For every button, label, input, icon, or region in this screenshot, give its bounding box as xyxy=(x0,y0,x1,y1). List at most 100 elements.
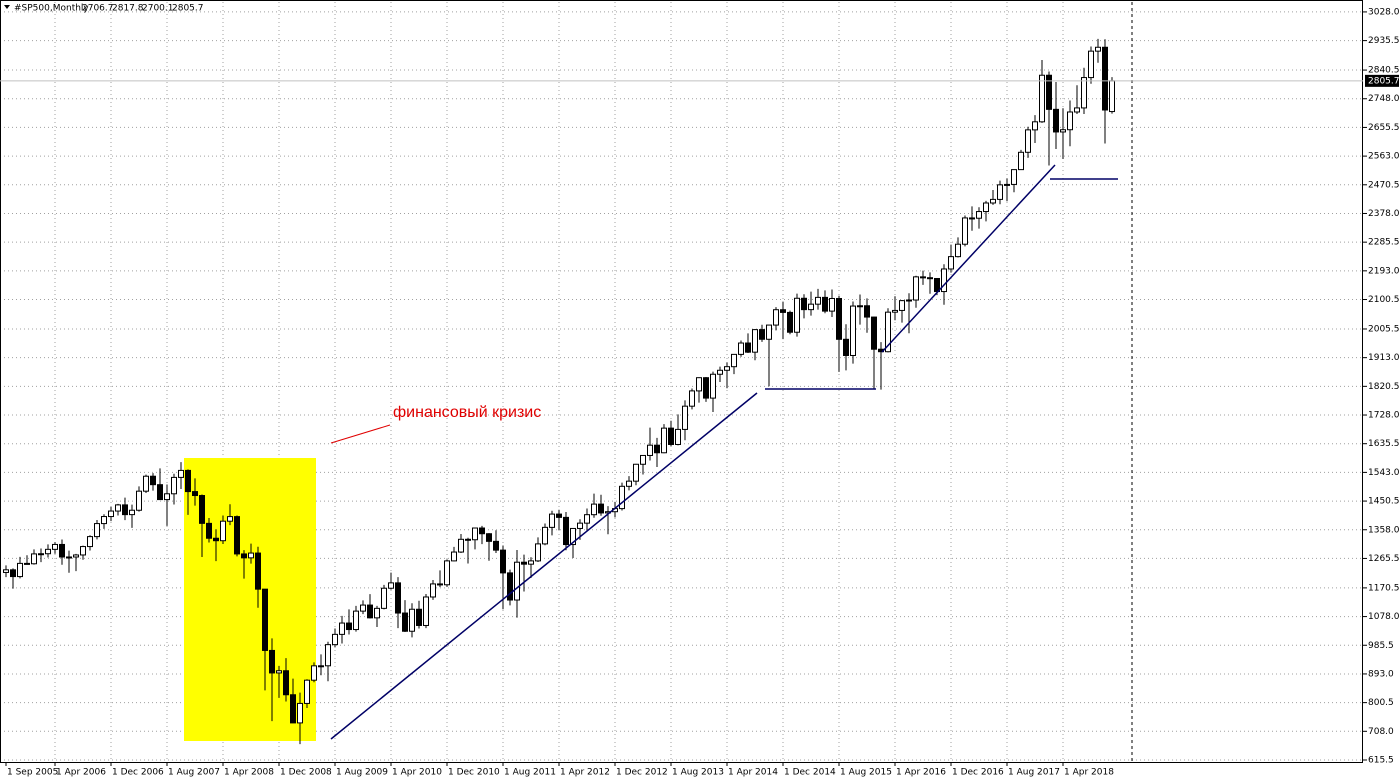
candle-body xyxy=(311,665,317,681)
candle-body xyxy=(227,516,233,522)
candle-body xyxy=(598,503,604,514)
candle-body xyxy=(668,427,674,445)
candle-body xyxy=(381,587,387,609)
candle-body xyxy=(815,296,821,305)
candle-body xyxy=(367,604,373,619)
candle-body xyxy=(171,476,177,495)
candle-body xyxy=(157,484,163,501)
y-tick-label: 2563.0 xyxy=(1368,152,1400,162)
y-tick-label: 1078.0 xyxy=(1368,612,1400,622)
candle-body xyxy=(1004,183,1010,186)
candle-body xyxy=(745,342,751,353)
candle-body xyxy=(626,480,632,487)
candle-body xyxy=(465,538,471,541)
candle-body xyxy=(297,702,303,724)
y-tick-label: 1820.5 xyxy=(1368,382,1400,392)
y-tick-label: 1450.5 xyxy=(1368,497,1400,507)
candle-body xyxy=(906,299,912,302)
candle-body xyxy=(773,309,779,326)
candle-body xyxy=(45,548,51,555)
candle-body xyxy=(164,493,170,501)
x-tick-label: 1 Apr 2010 xyxy=(392,768,442,778)
candle-body xyxy=(129,509,135,516)
candle-body xyxy=(17,562,23,578)
candle-body xyxy=(185,469,191,493)
annotation: финансовый кризис xyxy=(393,404,541,421)
candle-body xyxy=(948,256,954,270)
candle-body xyxy=(199,495,205,524)
x-tick-label: 1 Aug 2017 xyxy=(1008,768,1060,778)
header-open: 2706.7 xyxy=(82,4,114,14)
candle-body xyxy=(213,537,219,542)
candle-body xyxy=(38,553,44,556)
y-tick-label: 1543.0 xyxy=(1368,468,1400,478)
candle-body xyxy=(486,533,492,542)
candle-body xyxy=(59,543,65,558)
candle-body xyxy=(458,538,464,553)
candle-body xyxy=(451,551,457,562)
candle-body xyxy=(507,572,513,601)
candle-body xyxy=(1053,108,1059,133)
candle-body xyxy=(822,296,828,312)
candle-body xyxy=(374,607,380,619)
candle-body xyxy=(1025,129,1031,153)
candle-body xyxy=(584,514,590,524)
candle-body xyxy=(640,454,646,465)
crisis-highlight xyxy=(184,458,316,741)
candle-body xyxy=(997,184,1003,200)
candle-body xyxy=(1046,74,1052,110)
header-low: 2700.1 xyxy=(142,4,174,14)
candle-body xyxy=(94,523,100,538)
x-tick-label: 1 Apr 2018 xyxy=(1064,768,1114,778)
x-tick-label: 1 Apr 2012 xyxy=(560,768,610,778)
candle-body xyxy=(801,297,807,311)
candle-body xyxy=(395,582,401,614)
candle-body xyxy=(535,543,541,562)
header-close: 2805.7 xyxy=(172,4,204,14)
candle-body xyxy=(66,556,72,559)
y-tick-label: 2470.5 xyxy=(1368,180,1400,190)
candle-body xyxy=(339,622,345,635)
candle-body xyxy=(1102,46,1108,111)
x-tick-label: 1 Aug 2013 xyxy=(672,768,724,778)
candle-body xyxy=(962,217,968,245)
candle-body xyxy=(1032,121,1038,131)
candle-body xyxy=(752,329,758,353)
candle-body xyxy=(1039,74,1045,123)
candle-body xyxy=(318,665,324,668)
candle-body xyxy=(444,560,450,586)
candle-body xyxy=(521,561,527,565)
trend-lines xyxy=(330,164,1118,740)
y-tick-label: 1358.0 xyxy=(1368,525,1400,535)
candle-body xyxy=(689,390,695,407)
candle-body xyxy=(1011,169,1017,185)
candle-body xyxy=(332,633,338,646)
candle-body xyxy=(87,536,93,548)
menu-icon[interactable] xyxy=(4,5,10,9)
candle-body xyxy=(150,475,156,486)
y-tick-label: 2840.5 xyxy=(1368,66,1400,76)
candle-body xyxy=(696,377,702,392)
x-tick-label: 1 Dec 2008 xyxy=(280,768,332,778)
candle-body xyxy=(402,612,408,632)
candle-body xyxy=(122,504,128,516)
candle-body xyxy=(248,552,254,559)
y-tick-label: 2378.0 xyxy=(1368,209,1400,219)
x-tick-label: 1 Dec 2016 xyxy=(952,768,1004,778)
candle-body xyxy=(304,679,310,704)
candle-body xyxy=(738,342,744,355)
candle-body xyxy=(808,303,814,311)
candle-body xyxy=(864,305,870,318)
candle-body xyxy=(647,444,653,456)
candle-body xyxy=(1081,77,1087,109)
x-tick-label: 1 Apr 2006 xyxy=(56,768,106,778)
candle-body xyxy=(1109,80,1115,113)
x-tick-label: 1 Aug 2009 xyxy=(336,768,388,778)
candle-body xyxy=(675,428,681,445)
candle-body xyxy=(766,324,772,340)
candle-body xyxy=(73,554,79,558)
candle-body xyxy=(276,670,282,674)
candle-body xyxy=(780,309,786,313)
candle-body xyxy=(143,475,149,492)
